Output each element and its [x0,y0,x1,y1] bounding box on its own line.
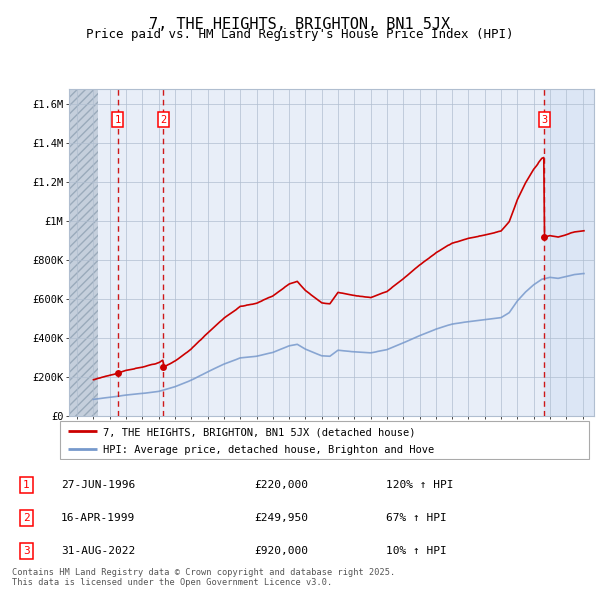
Text: 7, THE HEIGHTS, BRIGHTON, BN1 5JX (detached house): 7, THE HEIGHTS, BRIGHTON, BN1 5JX (detac… [103,427,415,437]
Text: Price paid vs. HM Land Registry's House Price Index (HPI): Price paid vs. HM Land Registry's House … [86,28,514,41]
Text: 31-AUG-2022: 31-AUG-2022 [61,546,135,556]
Text: 2: 2 [23,513,30,523]
Text: 10% ↑ HPI: 10% ↑ HPI [386,546,447,556]
Text: 67% ↑ HPI: 67% ↑ HPI [386,513,447,523]
Text: 3: 3 [23,546,30,556]
Text: 7, THE HEIGHTS, BRIGHTON, BN1 5JX: 7, THE HEIGHTS, BRIGHTON, BN1 5JX [149,17,451,31]
Text: £220,000: £220,000 [254,480,308,490]
Text: £920,000: £920,000 [254,546,308,556]
Bar [544,88,594,416]
Text: 2: 2 [160,114,167,124]
Text: 16-APR-1999: 16-APR-1999 [61,513,135,523]
Text: 1: 1 [23,480,30,490]
Bar [69,88,98,416]
Text: 27-JUN-1996: 27-JUN-1996 [61,480,135,490]
Text: £249,950: £249,950 [254,513,308,523]
Text: 3: 3 [541,114,548,124]
Text: Contains HM Land Registry data © Crown copyright and database right 2025.
This d: Contains HM Land Registry data © Crown c… [12,568,395,587]
Text: HPI: Average price, detached house, Brighton and Hove: HPI: Average price, detached house, Brig… [103,445,434,455]
Text: 1: 1 [115,114,121,124]
Text: 120% ↑ HPI: 120% ↑ HPI [386,480,454,490]
